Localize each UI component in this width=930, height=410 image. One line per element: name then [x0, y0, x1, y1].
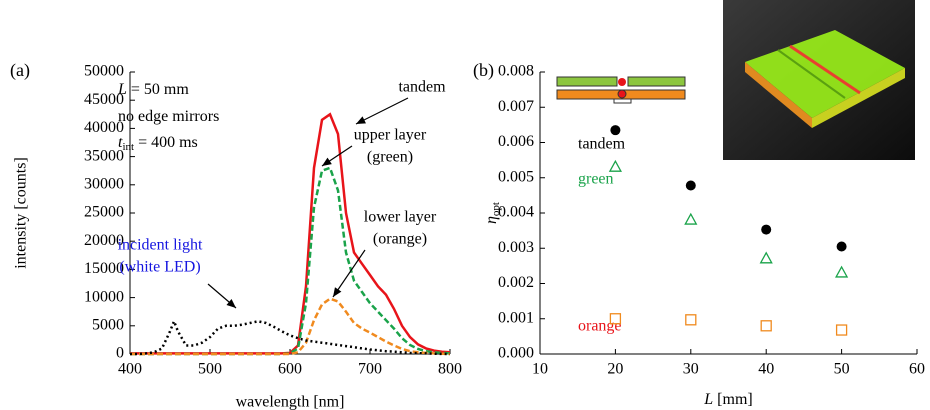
y-axis-label: intensity [counts]	[13, 157, 30, 269]
layer-green	[556, 76, 618, 87]
point	[835, 265, 849, 278]
y-tick-label: 0.000	[498, 345, 534, 362]
photo-stripe	[777, 49, 846, 99]
label-part: [mm]	[713, 391, 753, 408]
annotation: (white LED)	[119, 259, 200, 276]
point	[609, 313, 622, 325]
x-tick-label: 50	[834, 361, 850, 378]
photo-stripe	[789, 44, 861, 95]
y-tick-label: 0	[116, 345, 124, 362]
annotation: upper layer	[354, 127, 427, 144]
note-part: int	[122, 141, 134, 153]
arrow-head	[333, 287, 342, 297]
point	[610, 125, 621, 136]
x-axis-label: wavelength [nm]	[236, 394, 345, 410]
y-tick-label: 0.007	[498, 98, 534, 115]
schematic-icon	[556, 76, 686, 104]
annotation: lower layer	[364, 209, 437, 226]
photo-slab-side	[812, 68, 905, 128]
x-tick-label: 500	[198, 361, 222, 378]
label-part: L	[703, 391, 713, 408]
x-tick-label: 10	[532, 361, 548, 378]
x-tick-label: 40	[758, 361, 774, 378]
x-tick-label: 700	[358, 361, 382, 378]
y-tick-label: 10000	[84, 288, 124, 305]
legend-label: tandem	[578, 136, 626, 153]
y-tick-label: 20000	[84, 232, 124, 249]
arrow-head	[356, 116, 366, 124]
note-part: t	[118, 134, 123, 151]
legend-label: orange	[578, 318, 622, 335]
y-axis-label: ηopt	[483, 202, 502, 224]
note: L = 50 mm	[117, 81, 189, 98]
arrow-head	[322, 157, 332, 166]
y-tick-label: 50000	[84, 63, 124, 80]
x-tick-label: 800	[438, 361, 462, 378]
photo-inset	[723, 0, 915, 160]
x-tick-label: 30	[683, 361, 699, 378]
spectrum-line	[130, 317, 451, 356]
point	[685, 314, 697, 326]
annotation-arrow	[332, 249, 366, 298]
x-tick-label: 60	[909, 361, 925, 378]
annotation: tandem	[398, 79, 446, 96]
annotation-arrow	[355, 97, 409, 125]
note: no edge mirrors	[118, 108, 219, 125]
legend-label: green	[578, 171, 614, 188]
annotation: (green)	[367, 149, 413, 166]
point	[608, 159, 622, 172]
note-part: = 400 ms	[134, 134, 198, 151]
y-tick-label: 45000	[84, 91, 124, 108]
point	[685, 180, 696, 191]
spectrum-line	[130, 297, 451, 356]
y-tick-label: 5000	[92, 316, 124, 333]
point	[835, 324, 848, 336]
label-part: η	[483, 216, 500, 224]
y-tick-label: 0.002	[498, 274, 534, 291]
point	[760, 320, 772, 332]
layer-green	[627, 76, 686, 87]
arrow-head	[226, 299, 236, 308]
point	[759, 251, 773, 264]
annotation: incident light	[118, 237, 203, 254]
y-tick-label: 35000	[84, 147, 124, 164]
y-tick-label: 0.005	[498, 168, 534, 185]
photo-slab-side	[745, 62, 812, 128]
edge-element	[617, 89, 627, 99]
mount	[613, 98, 632, 104]
x-tick-label: 400	[118, 361, 142, 378]
note-part: L	[117, 81, 127, 98]
y-tick-label: 0.008	[498, 63, 534, 80]
note: tint = 400 ms	[118, 134, 198, 153]
y-tick-label: 0.006	[498, 133, 534, 150]
y-tick-label: 0.001	[498, 309, 534, 326]
point	[684, 212, 698, 225]
x-tick-label: 600	[278, 361, 302, 378]
point	[836, 241, 847, 252]
y-tick-label: 40000	[84, 119, 124, 136]
photo-slab	[745, 30, 905, 118]
x-axis-label: L [mm]	[703, 391, 752, 408]
annotation: (orange)	[373, 231, 427, 248]
note-part: = 50 mm	[127, 81, 189, 98]
panel-label: (b)	[473, 60, 494, 81]
note-part: no edge mirrors	[118, 108, 219, 125]
y-tick-label: 15000	[84, 260, 124, 277]
y-tick-label: 25000	[84, 204, 124, 221]
y-tick-label: 30000	[84, 175, 124, 192]
y-tick-label: 0.004	[498, 204, 534, 221]
x-tick-label: 20	[607, 361, 623, 378]
y-tick-label: 0.003	[498, 239, 534, 256]
point	[761, 224, 772, 235]
panel-label: (a)	[10, 60, 30, 81]
edge-element	[618, 78, 626, 86]
label-part: opt	[490, 202, 502, 216]
